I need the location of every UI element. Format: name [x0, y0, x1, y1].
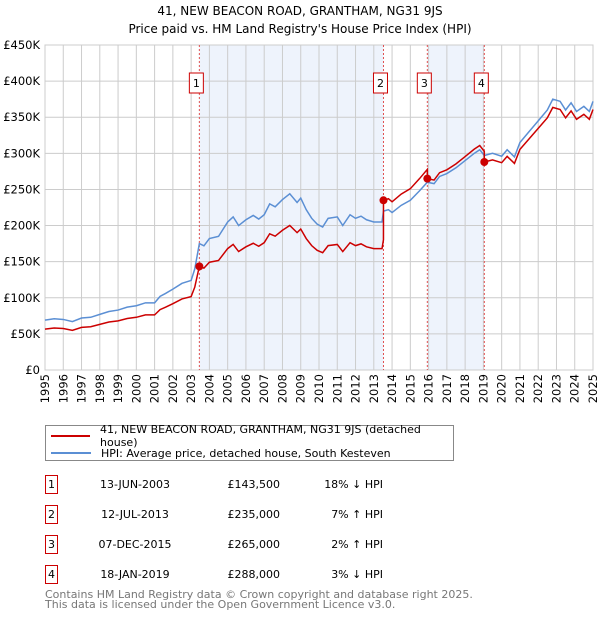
y-tick-label: £200K [3, 219, 40, 233]
sale-label: 1 [193, 77, 200, 90]
x-tick-label: 2016 [422, 374, 436, 403]
y-tick-label: £450K [3, 38, 40, 52]
sale-hpi-diff: 2% ↑ HPI [331, 538, 383, 551]
x-tick-label: 2012 [349, 374, 363, 403]
sale-price: £143,500 [227, 478, 281, 491]
x-tick-label: 2008 [275, 374, 289, 403]
sale-date: 07-DEC-2015 [98, 538, 172, 551]
sale-number: 3 [45, 535, 58, 554]
sales-table-row: 3 07-DEC-2015 £265,000 2% ↑ HPI [45, 535, 465, 557]
x-tick-label: 1999 [111, 374, 125, 403]
legend-item-property: 41, NEW BEACON ROAD, GRANTHAM, NG31 9JS … [46, 423, 453, 449]
x-tick-label: 2013 [367, 374, 381, 403]
x-tick-label: 2009 [294, 374, 308, 403]
x-tick-label: 1995 [38, 374, 52, 403]
sale-hpi-diff: 3% ↓ HPI [331, 568, 383, 581]
y-tick-label: £0 [25, 363, 40, 377]
shaded-period [427, 45, 485, 370]
sale-price: £235,000 [227, 508, 281, 521]
sale-hpi-diff: 18% ↓ HPI [324, 478, 383, 491]
x-tick-label: 1998 [93, 374, 107, 403]
x-tick-label: 2025 [586, 374, 600, 403]
x-tick-label: 2021 [513, 374, 527, 403]
x-tick-label: 2000 [129, 374, 143, 403]
y-tick-label: £300K [3, 146, 40, 160]
sale-point [379, 196, 388, 205]
sale-number: 4 [45, 565, 58, 584]
sale-date: 18-JAN-2019 [100, 568, 170, 581]
sale-label: 3 [421, 77, 428, 90]
legend-swatch-hpi [51, 452, 91, 454]
x-tick-label: 2023 [549, 374, 563, 403]
x-tick-label: 2011 [330, 374, 344, 403]
sale-point [195, 262, 204, 271]
chart: 41, NEW BEACON ROAD, GRANTHAM, NG31 9JS … [3, 4, 600, 403]
chart-title: 41, NEW BEACON ROAD, GRANTHAM, NG31 9JS [157, 4, 442, 18]
sales-table-row: 1 13-JUN-2003 £143,500 18% ↓ HPI [45, 475, 465, 497]
x-tick-label: 2020 [495, 374, 509, 403]
x-tick-label: 2017 [440, 374, 454, 403]
x-tick-label: 2014 [385, 374, 399, 403]
x-tick-label: 2006 [239, 374, 253, 403]
sale-label-box [188, 72, 204, 94]
y-tick-label: £100K [3, 291, 40, 305]
x-tick-label: 1997 [75, 374, 89, 403]
x-tick-label: 1996 [56, 374, 70, 403]
sale-number: 2 [45, 505, 58, 524]
x-tick-label: 2002 [166, 374, 180, 403]
x-tick-label: 2022 [531, 374, 545, 403]
x-tick-label: 2003 [184, 374, 198, 403]
sale-label-box [473, 72, 489, 94]
hpi-line [44, 98, 594, 323]
x-tick-label: 2001 [148, 374, 162, 403]
sales-table-row: 4 18-JAN-2019 £288,000 3% ↓ HPI [45, 565, 465, 587]
property-price-line [44, 106, 594, 332]
sale-label: 4 [478, 77, 485, 90]
x-tick-label: 2007 [257, 374, 271, 403]
y-tick-label: £150K [3, 255, 40, 269]
sale-price: £288,000 [227, 568, 281, 581]
footer: Contains HM Land Registry data © Crown c… [45, 588, 473, 611]
footer-line-1: Contains HM Land Registry data © Crown c… [45, 588, 473, 601]
shaded-period [199, 45, 384, 370]
x-tick-label: 2004 [202, 374, 216, 403]
plot-border [44, 44, 594, 371]
chart-subtitle: Price paid vs. HM Land Registry's House … [128, 22, 471, 36]
sale-price: £265,000 [227, 538, 281, 551]
footer-line-2: This data is licensed under the Open Gov… [45, 598, 396, 611]
x-tick-label: 2024 [568, 374, 582, 403]
legend: 41, NEW BEACON ROAD, GRANTHAM, NG31 9JS … [45, 423, 454, 461]
x-tick-label: 2005 [221, 374, 235, 403]
y-tick-label: £50K [11, 327, 41, 341]
sale-date: 13-JUN-2003 [99, 478, 171, 491]
y-tick-label: £350K [3, 110, 40, 124]
sale-label-box [372, 72, 388, 94]
sale-number: 1 [45, 475, 58, 494]
x-tick-label: 2015 [403, 374, 417, 403]
y-tick-label: £250K [3, 182, 40, 196]
legend-label-property: 41, NEW BEACON ROAD, GRANTHAM, NG31 9JS … [100, 423, 421, 449]
sale-label: 2 [377, 77, 384, 90]
sales-table-row: 2 12-JUL-2013 £235,000 7% ↑ HPI [45, 505, 465, 527]
sale-label-box [416, 72, 432, 94]
x-tick-label: 2010 [312, 374, 326, 403]
legend-label-hpi: HPI: Average price, detached house, Sout… [101, 446, 391, 460]
x-tick-label: 2019 [476, 374, 490, 403]
sale-date: 12-JUL-2013 [101, 508, 169, 521]
sale-point [423, 174, 432, 183]
x-tick-label: 2018 [458, 374, 472, 403]
y-tick-label: £400K [3, 74, 40, 88]
sale-hpi-diff: 7% ↑ HPI [331, 508, 383, 521]
legend-swatch-property [51, 435, 91, 437]
legend-item-hpi: HPI: Average price, detached house, Sout… [46, 445, 391, 461]
sale-point [480, 158, 489, 166]
